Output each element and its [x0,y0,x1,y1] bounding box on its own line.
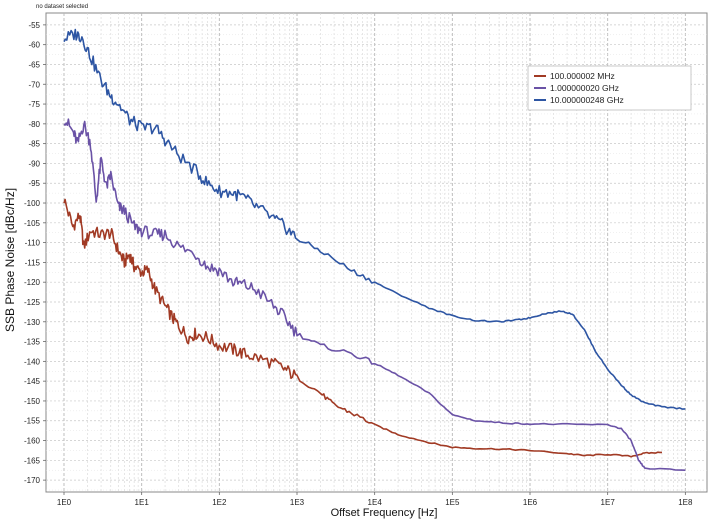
series-line [63,198,662,458]
y-tick-label: -100 [24,199,41,208]
series-lines [63,28,686,471]
series-line [63,28,686,410]
y-tick-label: -125 [24,298,41,307]
axes: -55 -60 -65 -70 -75 -80 -85 -90 -95 -100 -105 -110 -… [24,21,693,507]
y-tick-label: -85 [28,140,40,149]
y-tick-label: -55 [28,21,40,30]
y-tick-label: -60 [28,41,40,50]
y-tick-label: -170 [24,476,41,485]
y-tick-label: -150 [24,397,41,406]
x-tick-label: 1E6 [523,498,538,507]
x-tick-label: 1E5 [445,498,460,507]
series-line [63,118,686,471]
y-tick-label: -70 [28,80,40,89]
y-tick-label: -140 [24,357,41,366]
x-tick-label: 1E4 [368,498,383,507]
y-tick-label: -135 [24,338,41,347]
x-tick-label: 1E1 [135,498,150,507]
x-axis-label: Offset Frequency [Hz] [331,507,438,519]
x-tick-label: 1E7 [601,498,616,507]
x-tick-label: 1E0 [57,498,72,507]
status-text: no dataset selected [36,4,88,10]
legend-box [527,65,692,111]
y-tick-label: -120 [24,278,41,287]
y-tick-label: -160 [24,437,41,446]
y-tick-label: -80 [28,120,40,129]
y-tick-label: -65 [28,60,40,69]
y-tick-label: -165 [24,456,41,465]
x-tick-label: 1E8 [678,498,693,507]
legend: 100.000002 MHz 1.000000020 GHz 10.00000024… [527,65,692,111]
x-tick-label: 1E3 [290,498,305,507]
y-tick-label: -75 [28,100,40,109]
y-tick-label: -95 [28,179,40,188]
y-tick-label: -90 [28,159,40,168]
y-tick-label: -155 [24,417,41,426]
y-tick-label: -115 [25,258,41,267]
legend-entry: 100.000002 MHz [550,71,615,81]
y-axis-label: SSB Phase Noise [dBc/Hz] [3,188,17,332]
x-tick-label: 1E2 [212,498,227,507]
y-tick-label: -145 [24,377,41,386]
legend-entry: 10.000000248 GHz [550,95,624,105]
y-tick-label: -105 [24,219,41,228]
legend-entry: 1.000000020 GHz [550,83,619,93]
y-tick-label: -130 [24,318,41,327]
y-tick-label: -110 [25,239,41,248]
